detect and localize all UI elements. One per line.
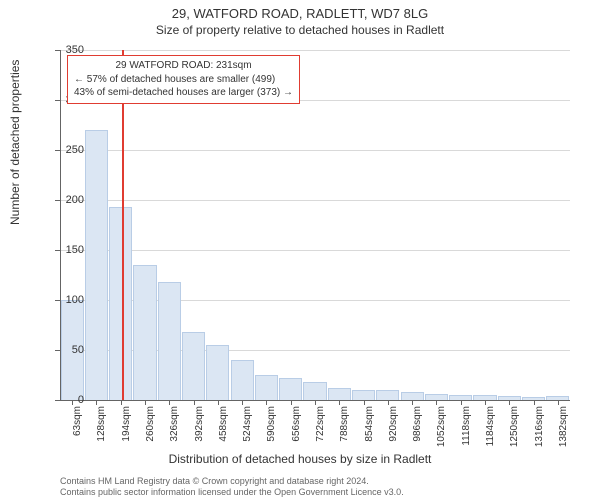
copyright-line1: Contains HM Land Registry data © Crown c… <box>60 476 404 487</box>
copyright-notice: Contains HM Land Registry data © Crown c… <box>60 476 404 499</box>
histogram-bar <box>255 375 278 400</box>
histogram-bar <box>279 378 302 400</box>
x-tick-label: 326sqm <box>169 406 180 456</box>
y-tick-label: 50 <box>54 344 84 356</box>
x-tick-label: 260sqm <box>145 406 156 456</box>
histogram-bar <box>231 360 254 400</box>
x-tick-label: 194sqm <box>121 406 132 456</box>
x-tick-label: 128sqm <box>96 406 107 456</box>
annotation-line1: 29 WATFORD ROAD: 231sqm <box>74 59 293 73</box>
y-tick-label: 150 <box>54 244 84 256</box>
x-axis-line <box>60 400 570 401</box>
chart-subtitle: Size of property relative to detached ho… <box>0 21 600 37</box>
grid-line <box>60 250 570 251</box>
y-tick-label: 0 <box>54 394 84 406</box>
x-tick-label: 986sqm <box>412 406 423 456</box>
grid-line <box>60 150 570 151</box>
histogram-bar <box>158 282 181 400</box>
x-tick-label: 1184sqm <box>485 406 496 456</box>
x-tick-label: 722sqm <box>315 406 326 456</box>
y-axis-label: Number of detached properties <box>8 60 22 225</box>
x-tick-label: 524sqm <box>242 406 253 456</box>
x-tick-label: 590sqm <box>266 406 277 456</box>
annotation-line3: 43% of semi-detached houses are larger (… <box>74 86 293 100</box>
y-tick-label: 200 <box>54 194 84 206</box>
y-tick-label: 100 <box>54 294 84 306</box>
histogram-bar <box>303 382 326 400</box>
x-tick-label: 788sqm <box>339 406 350 456</box>
x-tick-label: 458sqm <box>218 406 229 456</box>
histogram-bar <box>206 345 229 400</box>
annotation-line2: ← 57% of detached houses are smaller (49… <box>74 73 293 87</box>
x-tick-label: 1382sqm <box>558 406 569 456</box>
x-tick-label: 920sqm <box>388 406 399 456</box>
histogram-bar <box>85 130 108 400</box>
chart-title: 29, WATFORD ROAD, RADLETT, WD7 8LG <box>0 0 600 21</box>
x-tick-label: 1316sqm <box>534 406 545 456</box>
histogram-bar <box>182 332 205 400</box>
x-tick-label: 63sqm <box>72 406 83 456</box>
y-tick-label: 250 <box>54 144 84 156</box>
grid-line <box>60 200 570 201</box>
histogram-bar <box>328 388 351 400</box>
histogram-bar <box>109 207 132 400</box>
x-tick-label: 854sqm <box>364 406 375 456</box>
x-tick-label: 1118sqm <box>461 406 472 456</box>
histogram-bar <box>133 265 156 400</box>
x-tick-label: 1052sqm <box>436 406 447 456</box>
histogram-bar <box>401 392 424 400</box>
x-tick-label: 1250sqm <box>509 406 520 456</box>
annotation-box: 29 WATFORD ROAD: 231sqm← 57% of detached… <box>67 55 300 104</box>
x-tick-label: 392sqm <box>194 406 205 456</box>
histogram-bar <box>376 390 399 400</box>
grid-line <box>60 50 570 51</box>
x-tick-label: 656sqm <box>291 406 302 456</box>
copyright-line2: Contains public sector information licen… <box>60 487 404 498</box>
histogram-bar <box>352 390 375 400</box>
